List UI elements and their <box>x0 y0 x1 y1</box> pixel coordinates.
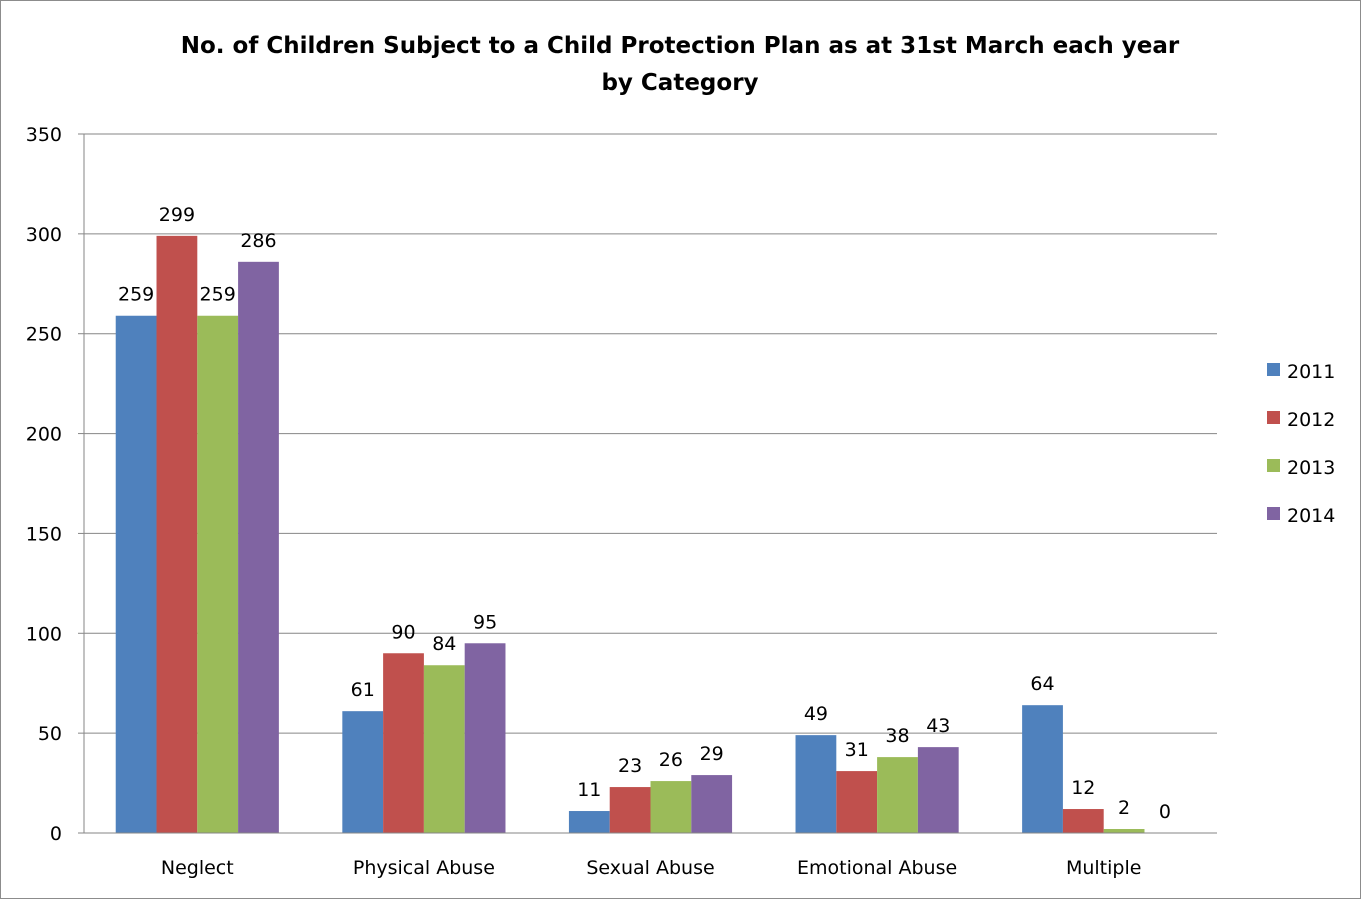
legend-label: 2014 <box>1287 505 1335 527</box>
bar-multiple-2012 <box>1062 809 1104 833</box>
y-tick-label: 250 <box>26 324 62 346</box>
data-label: 38 <box>885 725 909 747</box>
legend-label: 2013 <box>1287 457 1335 479</box>
data-label: 0 <box>1159 801 1171 823</box>
bar-neglect-2014 <box>238 261 279 833</box>
legend-swatch-2012 <box>1267 411 1280 424</box>
data-label: 95 <box>473 611 497 633</box>
bar-sexual-abuse-2011 <box>568 811 610 833</box>
legend-swatch-2014 <box>1267 507 1280 520</box>
chart-title-line-1: No. of Children Subject to a Child Prote… <box>180 33 1180 59</box>
y-tick-label: 350 <box>26 124 62 146</box>
y-tick-label: 0 <box>50 823 62 845</box>
bar-emotional-abuse-2013 <box>877 757 918 833</box>
category-labels: Neglect Physical Abuse Sexual Abuse Emotion… <box>161 857 1142 879</box>
data-label: 12 <box>1071 777 1095 799</box>
data-label: 61 <box>351 679 375 701</box>
bar-multiple-2011 <box>1022 705 1063 833</box>
legend-swatch-2013 <box>1267 459 1280 472</box>
bar-emotional-abuse-2012 <box>836 771 878 833</box>
category-label: Sexual Abuse <box>586 857 714 879</box>
data-label: 31 <box>845 739 869 761</box>
y-axis-ticks: 0 50 100 150 200 250 300 350 <box>26 124 84 845</box>
chart-title-line-2: by Category <box>601 70 759 96</box>
category-label: Neglect <box>161 857 234 879</box>
data-label: 26 <box>659 749 683 771</box>
category-label: Emotional Abuse <box>797 857 957 879</box>
bar-neglect-2012 <box>156 235 198 834</box>
axes <box>83 134 1217 834</box>
data-label: 259 <box>118 284 154 306</box>
legend-label: 2011 <box>1287 361 1335 383</box>
bar-emotional-abuse-2014 <box>917 747 959 833</box>
bar-physical-abuse-2014 <box>464 643 506 833</box>
data-label: 23 <box>618 755 642 777</box>
y-tick-label: 50 <box>38 723 62 745</box>
bar-multiple-2013 <box>1103 829 1145 833</box>
bar-sexual-abuse-2013 <box>650 781 692 833</box>
data-label: 286 <box>240 230 276 252</box>
data-label: 259 <box>200 284 236 306</box>
bar-sexual-abuse-2014 <box>691 775 733 833</box>
data-label: 64 <box>1030 673 1054 695</box>
bars <box>115 235 1145 834</box>
bar-physical-abuse-2012 <box>383 653 424 833</box>
legend-swatch-2011 <box>1267 363 1280 376</box>
y-tick-label: 150 <box>26 523 62 545</box>
bar-physical-abuse-2011 <box>342 711 384 833</box>
data-label: 299 <box>159 204 195 226</box>
bar-physical-abuse-2013 <box>423 665 465 833</box>
chart-title: No. of Children Subject to a Child Prote… <box>80 28 1280 102</box>
bar-emotional-abuse-2011 <box>795 735 837 833</box>
y-tick-label: 300 <box>26 224 62 246</box>
legend-label: 2012 <box>1287 409 1335 431</box>
data-label: 43 <box>926 715 950 737</box>
data-label: 11 <box>577 779 601 801</box>
bar-neglect-2011 <box>115 315 157 833</box>
y-tick-label: 100 <box>26 623 62 645</box>
data-label: 84 <box>432 633 456 655</box>
data-label: 2 <box>1118 797 1130 819</box>
legend: 2011 2012 2013 2014 <box>1267 361 1335 527</box>
data-labels: 259 299 259 286 61 90 84 95 11 23 26 29 49 31 38 43 64 12… <box>118 204 1171 823</box>
y-tick-label: 200 <box>26 424 62 446</box>
category-label: Physical Abuse <box>353 857 495 879</box>
data-label: 49 <box>804 703 828 725</box>
category-label: Multiple <box>1066 857 1141 879</box>
bar-sexual-abuse-2012 <box>609 787 651 833</box>
data-label: 90 <box>391 621 415 643</box>
bar-neglect-2013 <box>197 315 239 833</box>
data-label: 29 <box>700 743 724 765</box>
